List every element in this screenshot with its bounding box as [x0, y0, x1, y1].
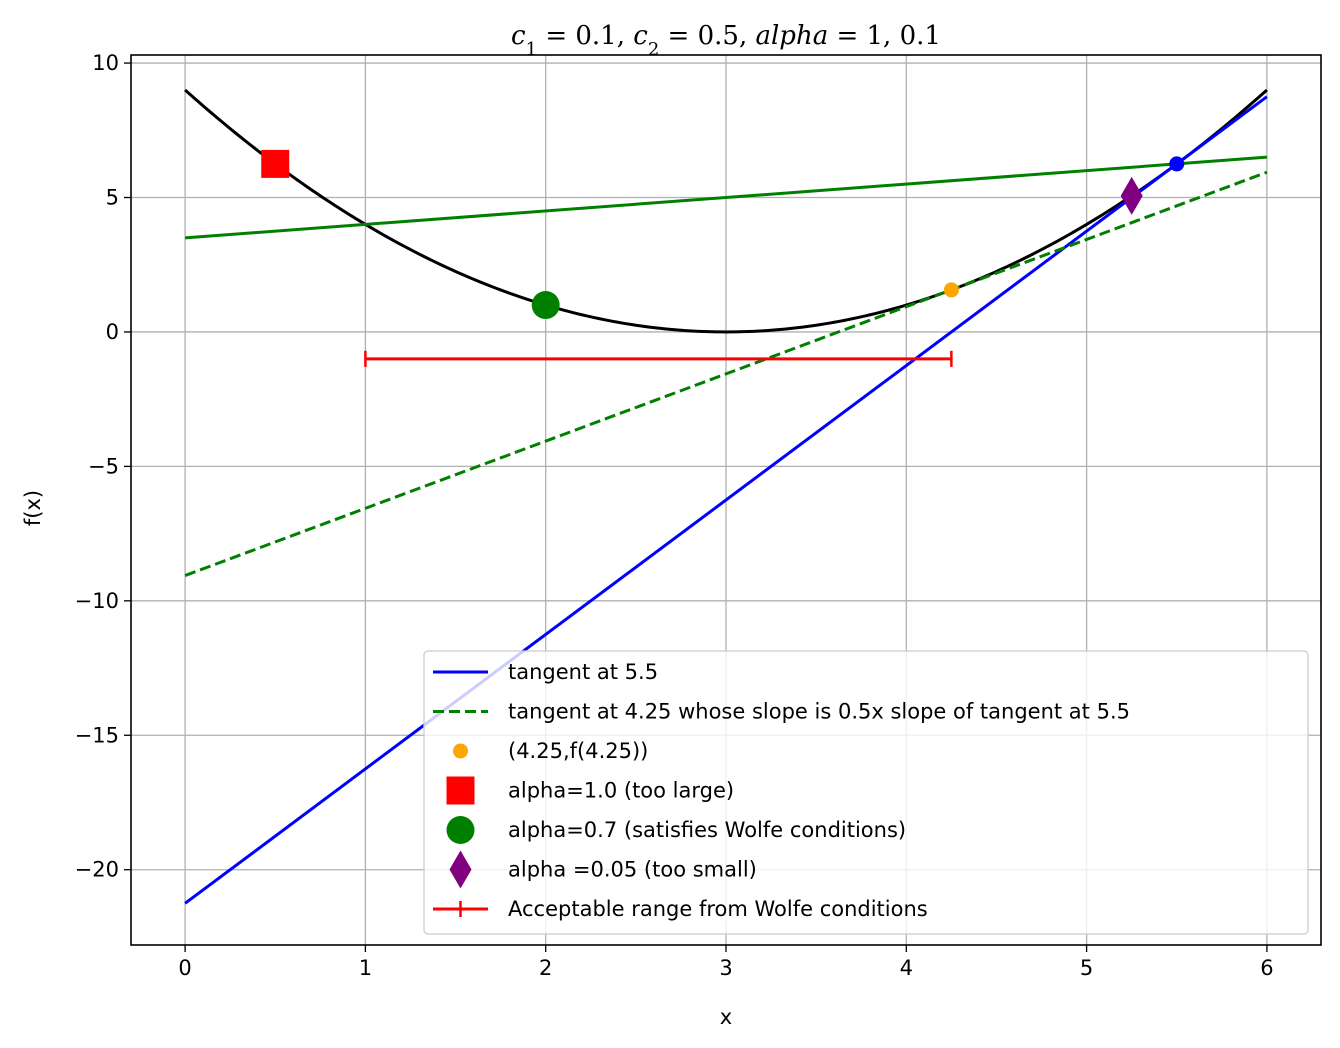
plot-area: [184, 88, 1268, 905]
legend-handle-marker: [446, 816, 475, 844]
marker-alpha-0-7: [531, 291, 560, 320]
y-tick-label: −15: [75, 723, 119, 747]
marker-alpha-0-05: [1120, 176, 1143, 215]
legend-label: alpha=1.0 (too large): [508, 779, 734, 803]
legend-label: (4.25,f(4.25)): [508, 739, 648, 763]
x-tick-label: 0: [178, 956, 191, 980]
marker-5-5: [1169, 156, 1185, 172]
chart-title: c1 = 0.1, c2 = 0.5, alpha = 1, 0.1: [511, 21, 941, 60]
y-tick-label: −5: [88, 454, 119, 478]
legend-handle-marker: [449, 850, 472, 889]
y-tick-label: −10: [75, 589, 119, 613]
y-tick-label: 10: [92, 51, 119, 75]
plot-content: [184, 88, 1268, 905]
legend-item-point-4-25: (4.25,f(4.25)): [453, 739, 648, 763]
y-tick-label: 5: [106, 186, 119, 210]
legend-item-tangent-5-5: tangent at 5.5: [433, 660, 658, 684]
legend-label: alpha=0.7 (satisfies Wolfe conditions): [508, 818, 906, 842]
y-tick-label: −20: [75, 858, 119, 882]
legend-item-acceptable-range: Acceptable range from Wolfe conditions: [433, 897, 928, 921]
tangent-line-4-25: [184, 170, 1268, 577]
x-tick-label: 2: [539, 956, 552, 980]
x-tick-label: 3: [719, 956, 732, 980]
x-tick-label: 4: [900, 956, 913, 980]
x-tick-label: 6: [1260, 956, 1273, 980]
tangent-line-5-5: [184, 95, 1268, 905]
x-tick-label: 5: [1080, 956, 1093, 980]
legend-handle-marker: [446, 776, 475, 805]
legend-label: Acceptable range from Wolfe conditions: [508, 897, 928, 921]
legend-label: tangent at 4.25 whose slope is 0.5x slop…: [508, 700, 1130, 724]
y-tick-label: 0: [106, 320, 119, 344]
ticks: 0 1 2 3 4 5 6 10 5 0 −5 −10 −15 −20: [75, 51, 1274, 980]
sufficient-decrease-line: [184, 155, 1268, 240]
x-tick-label: 1: [359, 956, 372, 980]
legend-label: alpha =0.05 (too small): [508, 858, 757, 882]
legend-item-alpha-0-7: alpha=0.7 (satisfies Wolfe conditions): [446, 816, 906, 844]
legend-item-alpha-0-05: alpha =0.05 (too small): [449, 850, 757, 889]
legend-box: [423, 650, 1309, 935]
y-axis-label: f(x): [21, 490, 45, 526]
legend-label: tangent at 5.5: [508, 660, 658, 684]
legend-item-tangent-4-25: tangent at 4.25 whose slope is 0.5x slop…: [433, 700, 1130, 724]
legend-item-alpha-1-0: alpha=1.0 (too large): [446, 776, 734, 805]
x-axis-label: x: [720, 1005, 732, 1029]
marker-4-25: [943, 282, 959, 298]
legend-handle-marker: [453, 743, 468, 759]
legend: tangent at 5.5 tangent at 4.25 whose slop…: [423, 650, 1309, 935]
marker-alpha-1-0: [261, 149, 290, 178]
